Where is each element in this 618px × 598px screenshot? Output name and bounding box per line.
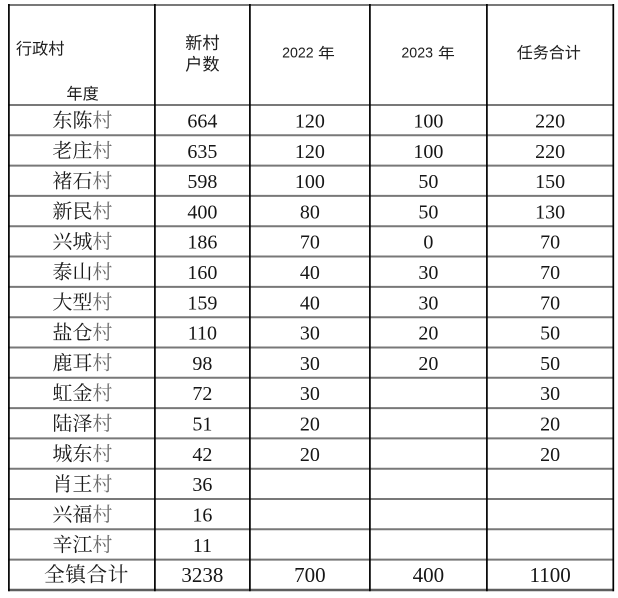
svg-text:20: 20	[418, 323, 438, 345]
svg-text:70: 70	[540, 292, 560, 314]
svg-text:1100: 1100	[529, 563, 570, 587]
svg-text:120: 120	[295, 110, 325, 132]
svg-text:50: 50	[418, 171, 438, 193]
svg-text:11: 11	[193, 535, 212, 557]
svg-text:70: 70	[540, 262, 560, 284]
svg-text:110: 110	[188, 323, 217, 345]
svg-text:50: 50	[418, 201, 438, 223]
svg-text:20: 20	[300, 414, 320, 436]
svg-text:186: 186	[187, 232, 217, 254]
svg-text:598: 598	[187, 171, 217, 193]
svg-text:16: 16	[192, 504, 212, 526]
svg-text:70: 70	[300, 232, 320, 254]
svg-text:40: 40	[300, 262, 320, 284]
svg-text:100: 100	[295, 171, 325, 193]
svg-text:700: 700	[294, 563, 326, 587]
svg-text:20: 20	[540, 414, 560, 436]
svg-text:159: 159	[187, 292, 217, 314]
svg-text:30: 30	[540, 383, 560, 405]
svg-text:2022: 2022	[282, 44, 314, 61]
svg-text:120: 120	[295, 141, 325, 163]
svg-text:36: 36	[192, 474, 212, 496]
svg-text:30: 30	[418, 262, 438, 284]
svg-text:50: 50	[540, 323, 560, 345]
svg-text:72: 72	[192, 383, 212, 405]
svg-text:100: 100	[413, 110, 443, 132]
svg-text:70: 70	[540, 232, 560, 254]
svg-text:3238: 3238	[181, 563, 223, 587]
svg-text:30: 30	[300, 323, 320, 345]
svg-text:635: 635	[187, 141, 217, 163]
svg-text:220: 220	[535, 141, 565, 163]
svg-text:30: 30	[300, 383, 320, 405]
svg-text:30: 30	[418, 292, 438, 314]
svg-text:30: 30	[300, 353, 320, 375]
svg-text:220: 220	[535, 110, 565, 132]
svg-text:98: 98	[192, 353, 212, 375]
svg-text:20: 20	[300, 444, 320, 466]
svg-text:0: 0	[423, 232, 433, 254]
svg-text:50: 50	[540, 353, 560, 375]
svg-text:400: 400	[413, 563, 445, 587]
svg-text:20: 20	[418, 353, 438, 375]
svg-text:160: 160	[187, 262, 217, 284]
svg-text:664: 664	[187, 110, 217, 132]
svg-text:42: 42	[192, 444, 212, 466]
svg-text:80: 80	[300, 201, 320, 223]
svg-text:40: 40	[300, 292, 320, 314]
svg-text:150: 150	[535, 171, 565, 193]
svg-text:400: 400	[187, 201, 217, 223]
svg-text:100: 100	[413, 141, 443, 163]
svg-text:2023: 2023	[401, 44, 433, 61]
svg-text:51: 51	[192, 414, 212, 436]
svg-text:130: 130	[535, 201, 565, 223]
svg-text:20: 20	[540, 444, 560, 466]
